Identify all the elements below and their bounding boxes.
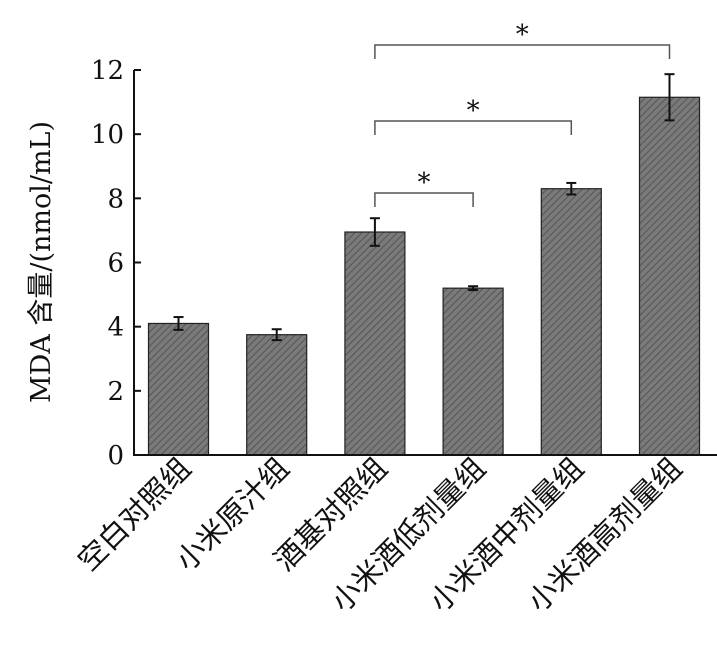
significance-bracket xyxy=(374,120,573,135)
y-tick-label: 4 xyxy=(107,313,124,343)
bar xyxy=(540,188,602,456)
bars xyxy=(147,96,701,456)
significance-bracket xyxy=(374,44,671,59)
y-tick-label: 0 xyxy=(107,441,124,471)
significance-label: * xyxy=(467,96,480,126)
y-tick-label: 8 xyxy=(107,184,124,214)
y-tick-label: 6 xyxy=(107,249,124,279)
bar xyxy=(638,96,701,456)
bar xyxy=(344,231,406,456)
y-axis-ticks: 0 2 4 6 8 10 12 xyxy=(91,56,141,471)
bar xyxy=(442,287,504,456)
bar xyxy=(147,322,210,456)
significance-bracket xyxy=(374,192,474,207)
bar xyxy=(246,334,308,456)
significance-label: * xyxy=(516,20,529,50)
y-tick-label: 12 xyxy=(91,56,124,86)
y-tick-label: 10 xyxy=(91,120,124,150)
y-tick-label: 2 xyxy=(107,377,124,407)
error-bars xyxy=(173,73,675,342)
significance-brackets: * * * xyxy=(374,20,671,207)
significance-label: * xyxy=(418,168,431,198)
y-axis-label: MDA 含量/(nmol/mL) xyxy=(26,121,57,403)
